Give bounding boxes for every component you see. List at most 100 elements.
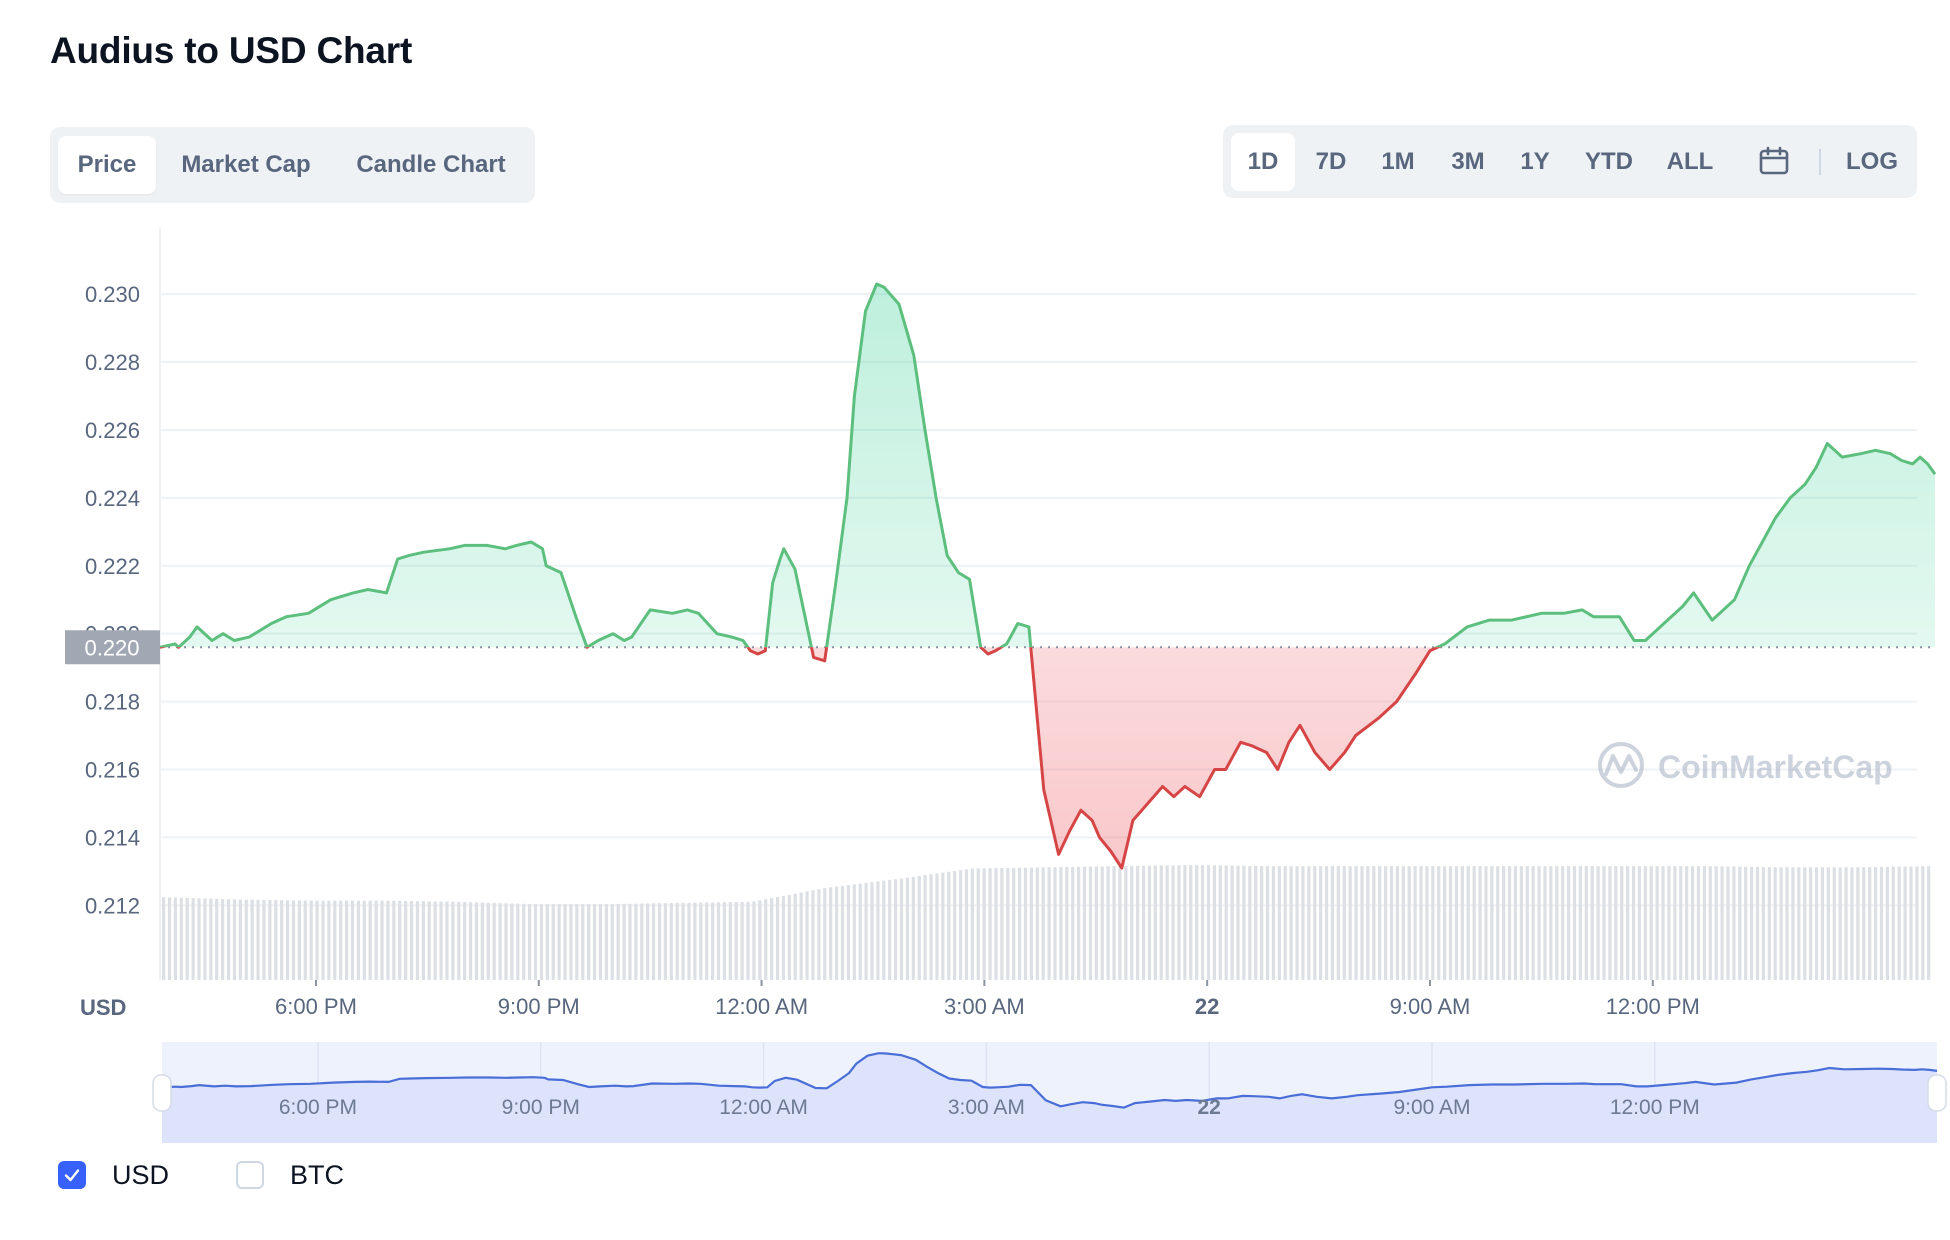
volume-bar xyxy=(1773,867,1777,980)
volume-bar xyxy=(232,899,237,980)
volume-bar xyxy=(734,902,738,980)
volume-bar xyxy=(185,897,189,980)
volume-bar xyxy=(899,878,904,980)
calendar-button[interactable] xyxy=(1745,133,1803,191)
volume-bar xyxy=(1431,866,1435,980)
volume-bar xyxy=(1744,866,1748,980)
volume-bar xyxy=(1507,866,1512,980)
volume-bar xyxy=(1407,866,1411,980)
volume-bar xyxy=(1319,866,1323,980)
volume-bar xyxy=(616,903,620,980)
volume-bar xyxy=(1702,866,1706,980)
volume-bar xyxy=(1425,866,1429,980)
volume-bar xyxy=(1289,866,1293,980)
volume-bar xyxy=(173,897,178,980)
volume-bar xyxy=(1466,866,1470,980)
volume-bar xyxy=(1513,866,1518,980)
volume-bar xyxy=(1484,866,1488,980)
volume-bar xyxy=(575,904,579,980)
navigator-right-handle[interactable] xyxy=(1927,1074,1947,1112)
volume-bar xyxy=(982,868,986,980)
volume-bar xyxy=(504,903,508,980)
volume-bar xyxy=(1879,866,1884,980)
legend-usd[interactable]: USD xyxy=(58,1155,169,1195)
range-3m-button[interactable]: 3M xyxy=(1451,148,1485,175)
range-all-button[interactable]: ALL xyxy=(1666,148,1714,175)
volume-bar xyxy=(1685,866,1689,980)
volume-bar xyxy=(297,900,301,980)
navigator[interactable]: 6:00 PM 9:00 PM 12:00 AM 3:00 AM 22 9:00 AM 12… xyxy=(152,1042,1947,1143)
volume-bar xyxy=(1354,866,1358,980)
volume-bar xyxy=(663,903,667,980)
volume-bar xyxy=(1047,867,1051,980)
volume-bar xyxy=(864,882,868,980)
volume-bar xyxy=(1443,866,1447,980)
volume-bar xyxy=(510,903,514,980)
volume-bar xyxy=(1023,867,1028,980)
page-title: Audius to USD Chart xyxy=(50,30,413,71)
volume-bar xyxy=(817,889,821,980)
legend-usd-label: USD xyxy=(112,1159,170,1190)
log-scale-button[interactable]: LOG xyxy=(1846,148,1898,175)
range-1y-button[interactable]: 1Y xyxy=(1520,148,1550,175)
y-tick-label: 0.218 xyxy=(85,690,140,715)
x-tick-label: 9:00 AM xyxy=(1390,994,1471,1019)
volume-bar xyxy=(1537,866,1541,980)
legend-btc[interactable]: BTC xyxy=(236,1155,344,1195)
volume-bar xyxy=(569,904,573,980)
navigator-line xyxy=(161,1052,1938,1109)
volume-bar xyxy=(392,900,396,980)
volume-bar xyxy=(1301,866,1305,980)
range-1d-button[interactable]: 1D xyxy=(1231,133,1295,191)
volume-bar xyxy=(1690,866,1695,980)
volume-bar xyxy=(350,900,355,980)
x-tick-label: 22 xyxy=(1195,994,1219,1019)
calendar-icon xyxy=(1759,146,1789,174)
volume-bar xyxy=(1779,867,1783,980)
volume-bar xyxy=(197,898,201,980)
volume-bar xyxy=(846,885,850,980)
range-ytd-button[interactable]: YTD xyxy=(1585,148,1633,175)
range-7d-button[interactable]: 7D xyxy=(1315,148,1347,175)
volume-bar xyxy=(203,898,207,980)
volume-bar xyxy=(551,904,555,980)
volume-bar xyxy=(1626,866,1630,980)
volume-bar xyxy=(1873,866,1878,980)
volume-bar xyxy=(1755,866,1760,980)
volume-bar xyxy=(923,875,927,980)
x-axis-ticks: 6:00 PM 9:00 PM 12:00 AM 3:00 AM 22 9:00 AM 12… xyxy=(275,980,1700,1019)
volume-bar xyxy=(1265,866,1270,980)
tab-market-cap[interactable]: Market Cap xyxy=(181,151,311,178)
usd-checkbox[interactable] xyxy=(58,1161,86,1189)
volume-bar xyxy=(1496,866,1500,980)
volume-bar xyxy=(1017,867,1022,980)
volume-bar xyxy=(451,901,455,980)
volume-bar xyxy=(781,895,786,980)
volume-bar xyxy=(1053,867,1057,980)
volume-bar xyxy=(1183,865,1187,980)
volume-bar xyxy=(657,903,662,980)
volume-bar xyxy=(486,902,490,980)
volume-bar xyxy=(1602,866,1606,980)
volume-bar xyxy=(1041,867,1045,980)
volume-bar xyxy=(581,904,585,980)
volume-bar xyxy=(427,901,431,980)
volume-bar xyxy=(1100,866,1104,980)
volume-bar xyxy=(1903,866,1907,980)
volume-bar xyxy=(1071,866,1075,980)
volume-bar xyxy=(840,885,845,980)
volume-bar xyxy=(711,902,715,980)
range-1m-button[interactable]: 1M xyxy=(1381,148,1415,175)
volume-bar xyxy=(226,899,231,980)
volume-bar xyxy=(1856,867,1860,980)
btc-checkbox[interactable] xyxy=(236,1161,264,1189)
tab-price[interactable]: Price xyxy=(58,136,156,194)
volume-bar xyxy=(1561,866,1565,980)
navigator-left-handle[interactable] xyxy=(152,1074,172,1112)
volume-bar xyxy=(1000,867,1004,980)
volume-bar xyxy=(533,904,538,980)
time-range-selector: 1D 7D 1M 3M 1Y YTD ALL LOG xyxy=(1223,125,1917,198)
tab-candle-chart[interactable]: Candle Chart xyxy=(356,151,506,178)
volume-bar xyxy=(1862,867,1866,980)
